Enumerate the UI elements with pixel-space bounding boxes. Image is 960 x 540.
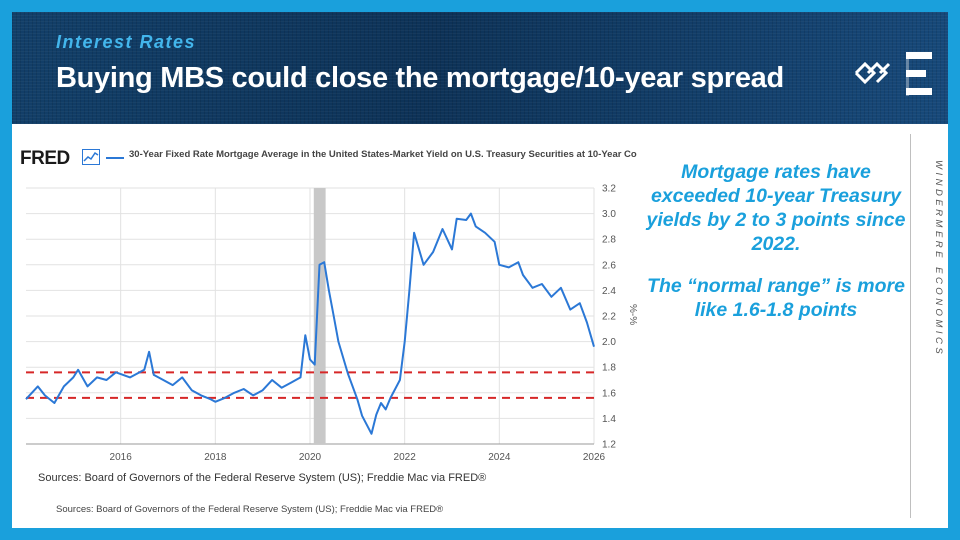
x-tick-label: 2022 <box>394 452 417 463</box>
slide-title: Buying MBS could close the mortgage/10-y… <box>56 62 784 94</box>
fred-graph-icon <box>82 149 100 165</box>
y-tick-label: 1.8 <box>602 363 616 374</box>
y-tick-label: 1.6 <box>602 388 616 399</box>
windermere-e-logo-icon <box>906 52 932 96</box>
divider <box>910 134 911 518</box>
y-tick-label: 3.0 <box>602 209 616 220</box>
x-tick-label: 2018 <box>204 452 227 463</box>
plot-area: 1.21.41.61.82.02.22.42.62.83.03.2 2016 20… <box>25 184 638 463</box>
x-tick-label: 2020 <box>299 452 322 463</box>
fred-logo: FRED <box>20 148 70 169</box>
y-tick-label: 2.8 <box>602 235 616 246</box>
y-axis-label: %-% <box>627 304 638 325</box>
y-tick-label: 3.2 <box>602 184 616 195</box>
section-kicker: Interest Rates <box>56 32 197 52</box>
y-tick-label: 2.4 <box>602 286 616 297</box>
y-tick-label: 2.0 <box>602 337 616 348</box>
reference-lines <box>26 371 594 399</box>
header-banner: Interest Rates Buying MBS could close th… <box>12 12 948 124</box>
x-tick-label: 2024 <box>488 452 511 463</box>
gridlines <box>26 187 595 445</box>
x-tick-label: 2016 <box>110 452 133 463</box>
legend-label: 30-Year Fixed Rate Mortgage Average in t… <box>129 149 637 160</box>
callout-normal-range: The “normal range” is more like 1.6-1.8 … <box>647 275 905 321</box>
shaded-period <box>313 188 326 444</box>
slide: Interest Rates Buying MBS could close th… <box>12 12 948 528</box>
y-tick-label: 2.2 <box>602 312 616 323</box>
brand-vertical-text: WINDERMERE ECONOMICS <box>933 160 944 358</box>
fred-chart: FRED 30-Year Fixed Rate Mortgage Average… <box>18 144 648 488</box>
y-tick-labels: 1.2 1.4 1.6 1.8 2.0 2.2 2.4 2.6 2.8 3.0 3.2 <box>602 184 616 451</box>
callout-spread: Mortgage rates have exceeded 10-year Tre… <box>646 161 906 255</box>
x-tick-label: 2026 <box>583 452 606 463</box>
legend-swatch <box>106 157 124 159</box>
footer-sources: Sources: Board of Governors of the Feder… <box>56 504 444 515</box>
y-tick-label: 1.4 <box>602 414 616 425</box>
chart-sources: Sources: Board of Governors of the Feder… <box>38 472 487 484</box>
y-tick-label: 2.6 <box>602 260 616 271</box>
series-line <box>25 212 595 435</box>
x-tick-labels: 2016 2018 2020 2022 2024 2026 <box>110 452 606 463</box>
windermere-diamond-logo-icon <box>854 61 891 85</box>
y-tick-label: 1.2 <box>602 440 616 451</box>
